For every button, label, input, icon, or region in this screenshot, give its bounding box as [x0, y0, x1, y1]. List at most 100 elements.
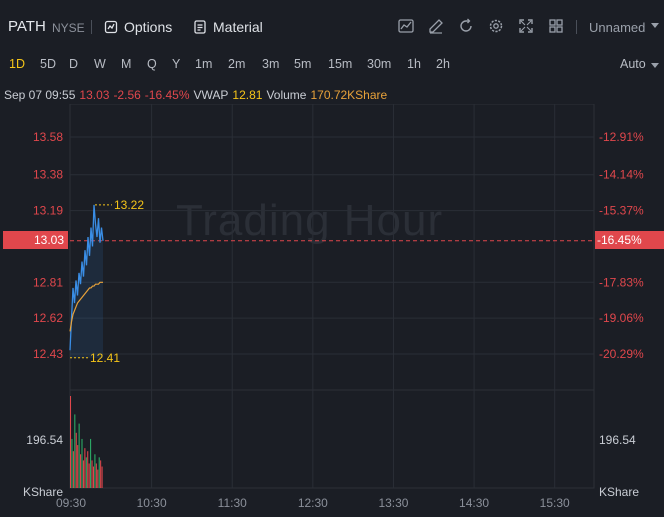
period-button-1h[interactable]: 1h: [407, 57, 421, 71]
current-pct-tag: -16.45%: [595, 231, 664, 249]
y-tick-label-left: 13.19: [33, 204, 63, 218]
scale-mode-select[interactable]: Auto: [620, 57, 646, 71]
divider: [91, 20, 92, 34]
volume-bar: [72, 451, 74, 488]
volume-unit-left: KShare: [23, 485, 63, 499]
period-button-w[interactable]: W: [94, 57, 106, 71]
period-button-2m[interactable]: 2m: [228, 57, 246, 71]
ticker-symbol[interactable]: PATH: [8, 18, 46, 35]
document-icon: [194, 20, 206, 34]
volume-bar: [88, 463, 90, 488]
volume-bar: [100, 460, 102, 488]
reset-icon[interactable]: [457, 17, 475, 35]
x-tick-label: 09:30: [56, 496, 86, 510]
volume-bar: [84, 448, 86, 488]
volume-bar: [98, 457, 100, 488]
chevron-down-icon[interactable]: [651, 63, 659, 68]
period-button-y[interactable]: Y: [172, 57, 181, 71]
x-tick-label: 14:30: [459, 496, 489, 510]
y-tick-label-left: 13.38: [33, 168, 63, 182]
volume-bar: [97, 469, 99, 488]
chart-watermark: Trading Hour: [176, 196, 444, 245]
period-bar: 1D 5D D W M Q Y 1m 2m 3m 5m 15m 30m 1h 2h: [0, 52, 664, 78]
price-chart[interactable]: 09:30 10:30 11:30 12:30 13:30 14:30 15:30 13.58…: [0, 104, 664, 517]
draw-icon[interactable]: [427, 17, 445, 35]
volume-unit-right: KShare: [599, 485, 639, 499]
period-button-m[interactable]: M: [121, 57, 132, 71]
volume-tick-left: 196.54: [26, 433, 63, 447]
options-icon: [104, 20, 118, 34]
top-toolbar: PATH NYSE Options Material Unnamed: [0, 0, 664, 52]
volume-bar: [94, 454, 96, 488]
period-button-d[interactable]: D: [69, 57, 79, 71]
volume-bar: [82, 460, 84, 488]
volume-bar: [85, 457, 87, 488]
y-tick-label-right: -17.83%: [599, 275, 644, 289]
period-button-q[interactable]: Q: [147, 57, 157, 71]
y-tick-label-left: 12.43: [33, 347, 63, 361]
period-button-30m[interactable]: 30m: [367, 57, 392, 71]
x-tick-label: 10:30: [137, 496, 167, 510]
quote-change-pct: -16.45%: [144, 88, 190, 102]
volume-bar: [77, 445, 79, 488]
volume-bar: [92, 466, 94, 488]
period-button-3m[interactable]: 3m: [262, 57, 280, 71]
volume-tick-right: 196.54: [599, 433, 636, 447]
volume-bar: [95, 463, 97, 488]
volume-bar: [78, 423, 80, 488]
period-button-15m[interactable]: 15m: [328, 57, 353, 71]
volume-bar: [80, 454, 82, 488]
layout-name-select[interactable]: Unnamed: [589, 20, 646, 35]
volume-bar: [75, 432, 77, 488]
options-button[interactable]: Options: [104, 17, 172, 37]
volume-bar: [81, 438, 83, 488]
y-tick-label-left: 12.81: [33, 275, 63, 289]
chevron-down-icon[interactable]: [651, 23, 659, 28]
quote-change: -2.56: [113, 88, 141, 102]
y-tick-label-right: -15.37%: [599, 204, 644, 218]
quote-datetime: Sep 07 09:55: [4, 88, 76, 102]
vwap-label: VWAP: [193, 88, 229, 102]
current-price-tag: 13.03: [3, 231, 68, 249]
y-tick-label-left: 12.62: [33, 311, 63, 325]
period-button-5m[interactable]: 5m: [294, 57, 312, 71]
price-line: [69, 204, 104, 351]
vwap-value: 12.81: [232, 88, 263, 102]
volume-bar: [87, 451, 89, 488]
high-label: 13.22: [114, 198, 144, 212]
period-button-2h[interactable]: 2h: [436, 57, 450, 71]
gear-icon[interactable]: [487, 17, 505, 35]
period-button-1m[interactable]: 1m: [195, 57, 213, 71]
volume-bar: [74, 414, 76, 488]
volume-bar: [101, 466, 103, 488]
volume-bar: [70, 396, 72, 488]
x-tick-label: 15:30: [540, 496, 570, 510]
volume-bar: [90, 438, 92, 488]
price-area: [70, 204, 103, 358]
quote-info-line: Sep 07 09:55 13.03 -2.56 -16.45% VWAP 12.81 Vo…: [4, 88, 391, 102]
plot-frame: [69, 104, 595, 489]
divider: [576, 20, 577, 34]
quote-price: 13.03: [79, 88, 110, 102]
layout-grid-icon[interactable]: [547, 17, 565, 35]
chart-area[interactable]: Trading Hour 09:30 10:30 11:30 12:30 13:30 14…: [0, 104, 664, 517]
volume-bar: [71, 438, 73, 488]
indicator-icon[interactable]: [397, 17, 415, 35]
material-button[interactable]: Material: [193, 17, 263, 37]
y-tick-label-right: -20.29%: [599, 347, 644, 361]
volume-value: 170.72KShare: [310, 88, 388, 102]
period-button-5d[interactable]: 5D: [40, 57, 56, 71]
low-label: 12.41: [90, 351, 120, 365]
volume-bar: [91, 460, 93, 488]
x-tick-label: 13:30: [378, 496, 408, 510]
y-tick-label-right: -14.14%: [599, 168, 644, 182]
x-tick-label: 12:30: [298, 496, 328, 510]
period-button-1d[interactable]: 1D: [9, 57, 25, 71]
y-tick-label-right: -12.91%: [599, 130, 644, 144]
material-label: Material: [213, 19, 263, 35]
fullscreen-icon[interactable]: [517, 17, 535, 35]
options-label: Options: [124, 19, 173, 35]
vwap-line: [69, 281, 103, 332]
volume-label: Volume: [266, 88, 307, 102]
exchange-label: NYSE: [52, 21, 85, 35]
